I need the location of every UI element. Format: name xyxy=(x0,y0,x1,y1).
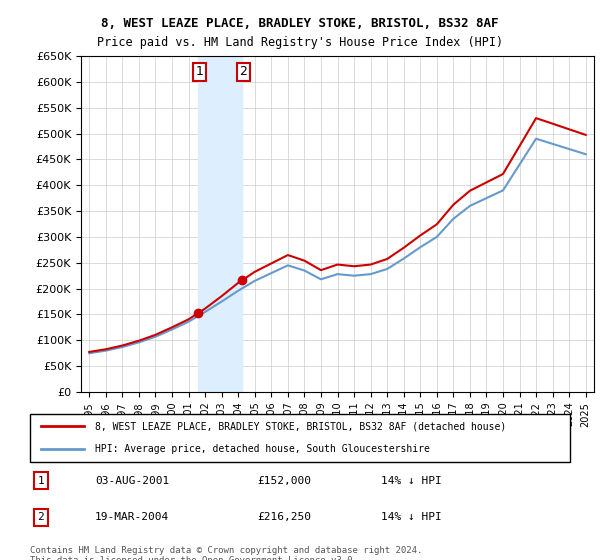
Text: HPI: Average price, detached house, South Gloucestershire: HPI: Average price, detached house, Sout… xyxy=(95,444,430,454)
Text: 8, WEST LEAZE PLACE, BRADLEY STOKE, BRISTOL, BS32 8AF (detached house): 8, WEST LEAZE PLACE, BRADLEY STOKE, BRIS… xyxy=(95,421,506,431)
Text: 14% ↓ HPI: 14% ↓ HPI xyxy=(381,476,442,486)
Text: 8, WEST LEAZE PLACE, BRADLEY STOKE, BRISTOL, BS32 8AF: 8, WEST LEAZE PLACE, BRADLEY STOKE, BRIS… xyxy=(101,17,499,30)
Text: 19-MAR-2004: 19-MAR-2004 xyxy=(95,512,169,522)
Text: £152,000: £152,000 xyxy=(257,476,311,486)
Text: 2: 2 xyxy=(239,65,247,78)
Text: Contains HM Land Registry data © Crown copyright and database right 2024.
This d: Contains HM Land Registry data © Crown c… xyxy=(30,546,422,560)
Text: 2: 2 xyxy=(37,512,44,522)
Text: 1: 1 xyxy=(196,65,204,78)
Text: Price paid vs. HM Land Registry's House Price Index (HPI): Price paid vs. HM Land Registry's House … xyxy=(97,36,503,49)
FancyBboxPatch shape xyxy=(30,414,570,462)
Text: £216,250: £216,250 xyxy=(257,512,311,522)
Bar xyxy=(198,56,242,392)
Text: 1: 1 xyxy=(37,476,44,486)
Text: 03-AUG-2001: 03-AUG-2001 xyxy=(95,476,169,486)
Text: 14% ↓ HPI: 14% ↓ HPI xyxy=(381,512,442,522)
